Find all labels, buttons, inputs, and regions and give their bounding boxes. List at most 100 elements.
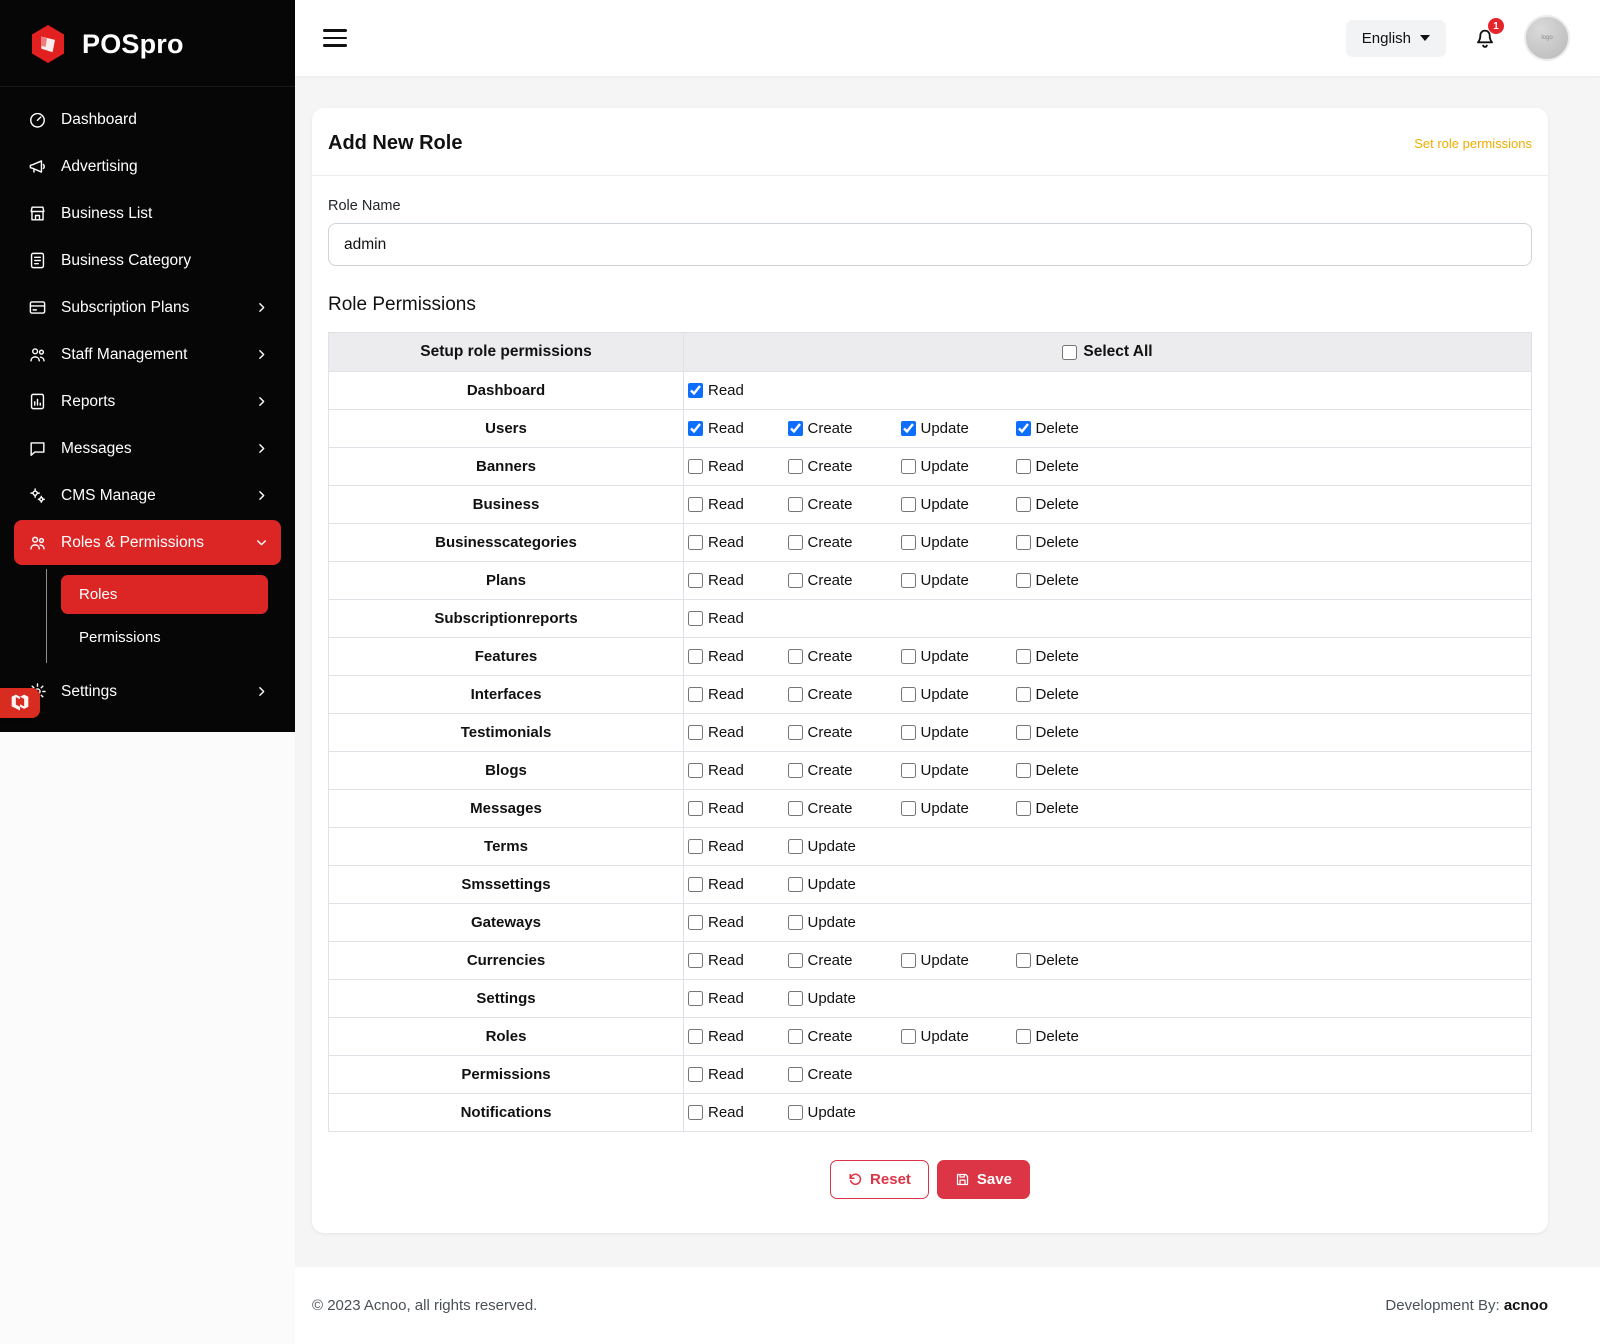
checkbox-users-create[interactable]: [787, 421, 803, 436]
checkbox-features-create[interactable]: [787, 649, 803, 664]
checkbox-banners-delete[interactable]: [1015, 459, 1031, 474]
checkbox-dashboard-read[interactable]: [688, 383, 703, 398]
permission-currencies-create[interactable]: Create: [787, 952, 893, 969]
checkbox-roles-create[interactable]: [787, 1029, 803, 1044]
permission-settings-update[interactable]: Update: [787, 990, 893, 1007]
checkbox-permissions-create[interactable]: [787, 1067, 803, 1082]
checkbox-messages-read[interactable]: [688, 801, 703, 816]
permission-plans-delete[interactable]: Delete: [1015, 572, 1528, 589]
sidebar-item-business-category[interactable]: Business Category: [14, 238, 281, 283]
permission-notifications-read[interactable]: Read: [688, 1104, 780, 1121]
permission-users-create[interactable]: Create: [787, 420, 893, 437]
checkbox-interfaces-read[interactable]: [688, 687, 703, 702]
language-dropdown[interactable]: English: [1345, 19, 1446, 57]
permission-businesscategories-update[interactable]: Update: [900, 534, 1008, 551]
permission-banners-read[interactable]: Read: [688, 458, 780, 475]
permission-blogs-read[interactable]: Read: [688, 762, 780, 779]
permission-users-delete[interactable]: Delete: [1015, 420, 1528, 437]
permission-business-update[interactable]: Update: [900, 496, 1008, 513]
permission-blogs-delete[interactable]: Delete: [1015, 762, 1528, 779]
checkbox-permissions-read[interactable]: [688, 1067, 703, 1082]
sidebar-item-business-list[interactable]: Business List: [14, 191, 281, 236]
permission-users-update[interactable]: Update: [900, 420, 1008, 437]
checkbox-banners-update[interactable]: [900, 459, 916, 474]
sidebar-item-dashboard[interactable]: Dashboard: [14, 97, 281, 142]
permission-settings-read[interactable]: Read: [688, 990, 780, 1007]
permission-business-create[interactable]: Create: [787, 496, 893, 513]
checkbox-roles-update[interactable]: [900, 1029, 916, 1044]
checkbox-business-update[interactable]: [900, 497, 916, 512]
permission-messages-delete[interactable]: Delete: [1015, 800, 1528, 817]
permission-messages-update[interactable]: Update: [900, 800, 1008, 817]
brand[interactable]: POSpro: [0, 0, 295, 87]
permission-messages-read[interactable]: Read: [688, 800, 780, 817]
checkbox-users-delete[interactable]: [1015, 421, 1031, 436]
checkbox-businesscategories-update[interactable]: [900, 535, 916, 550]
checkbox-business-read[interactable]: [688, 497, 703, 512]
checkbox-testimonials-create[interactable]: [787, 725, 803, 740]
role-name-input[interactable]: [328, 223, 1532, 266]
sidebar-item-staff-management[interactable]: Staff Management: [14, 332, 281, 377]
checkbox-banners-create[interactable]: [787, 459, 803, 474]
sidebar-item-subscription-plans[interactable]: Subscription Plans: [14, 285, 281, 330]
permission-interfaces-create[interactable]: Create: [787, 686, 893, 703]
permission-interfaces-delete[interactable]: Delete: [1015, 686, 1528, 703]
checkbox-blogs-update[interactable]: [900, 763, 916, 778]
permission-permissions-create[interactable]: Create: [787, 1066, 893, 1083]
permission-banners-delete[interactable]: Delete: [1015, 458, 1528, 475]
checkbox-roles-delete[interactable]: [1015, 1029, 1031, 1044]
checkbox-messages-delete[interactable]: [1015, 801, 1031, 816]
permission-testimonials-delete[interactable]: Delete: [1015, 724, 1528, 741]
notifications-button[interactable]: 1: [1472, 18, 1504, 51]
permission-plans-read[interactable]: Read: [688, 572, 780, 589]
checkbox-businesscategories-create[interactable]: [787, 535, 803, 550]
checkbox-plans-update[interactable]: [900, 573, 916, 588]
sidebar-item-reports[interactable]: Reports: [14, 379, 281, 424]
checkbox-testimonials-delete[interactable]: [1015, 725, 1031, 740]
permission-business-read[interactable]: Read: [688, 496, 780, 513]
sidebar-subitem-permissions[interactable]: Permissions: [79, 629, 161, 646]
permission-features-create[interactable]: Create: [787, 648, 893, 665]
checkbox-terms-update[interactable]: [787, 839, 803, 854]
checkbox-features-update[interactable]: [900, 649, 916, 664]
permission-gateways-update[interactable]: Update: [787, 914, 893, 931]
checkbox-messages-update[interactable]: [900, 801, 916, 816]
permission-users-read[interactable]: Read: [688, 420, 780, 437]
sidebar-item-cms-manage[interactable]: CMS Manage: [14, 473, 281, 518]
checkbox-testimonials-update[interactable]: [900, 725, 916, 740]
checkbox-settings-read[interactable]: [688, 991, 703, 1006]
permission-blogs-update[interactable]: Update: [900, 762, 1008, 779]
permission-businesscategories-read[interactable]: Read: [688, 534, 780, 551]
checkbox-roles-read[interactable]: [688, 1029, 703, 1044]
avatar[interactable]: logo: [1524, 15, 1570, 61]
permission-messages-create[interactable]: Create: [787, 800, 893, 817]
permission-features-delete[interactable]: Delete: [1015, 648, 1528, 665]
permission-plans-create[interactable]: Create: [787, 572, 893, 589]
permission-currencies-read[interactable]: Read: [688, 952, 780, 969]
permission-interfaces-update[interactable]: Update: [900, 686, 1008, 703]
permission-permissions-read[interactable]: Read: [688, 1066, 780, 1083]
permission-smssettings-read[interactable]: Read: [688, 876, 780, 893]
checkbox-gateways-read[interactable]: [688, 915, 703, 930]
checkbox-business-delete[interactable]: [1015, 497, 1031, 512]
permission-subscriptionreports-read[interactable]: Read: [688, 610, 780, 627]
checkbox-gateways-update[interactable]: [787, 915, 803, 930]
checkbox-users-read[interactable]: [688, 421, 703, 436]
checkbox-messages-create[interactable]: [787, 801, 803, 816]
select-all-toggle[interactable]: Select All: [692, 343, 1523, 361]
permission-gateways-read[interactable]: Read: [688, 914, 780, 931]
permission-roles-delete[interactable]: Delete: [1015, 1028, 1528, 1045]
sidebar-item-advertising[interactable]: Advertising: [14, 144, 281, 189]
permission-dashboard-read[interactable]: Read: [688, 382, 780, 399]
reset-button[interactable]: Reset: [830, 1160, 929, 1199]
permission-banners-create[interactable]: Create: [787, 458, 893, 475]
sidebar-subitem-roles[interactable]: Roles: [61, 575, 268, 614]
permission-testimonials-create[interactable]: Create: [787, 724, 893, 741]
set-role-permissions-link[interactable]: Set role permissions: [1414, 136, 1532, 151]
checkbox-plans-create[interactable]: [787, 573, 803, 588]
permission-plans-update[interactable]: Update: [900, 572, 1008, 589]
checkbox-currencies-update[interactable]: [900, 953, 916, 968]
permission-businesscategories-delete[interactable]: Delete: [1015, 534, 1528, 551]
checkbox-users-update[interactable]: [900, 421, 916, 436]
permission-smssettings-update[interactable]: Update: [787, 876, 893, 893]
